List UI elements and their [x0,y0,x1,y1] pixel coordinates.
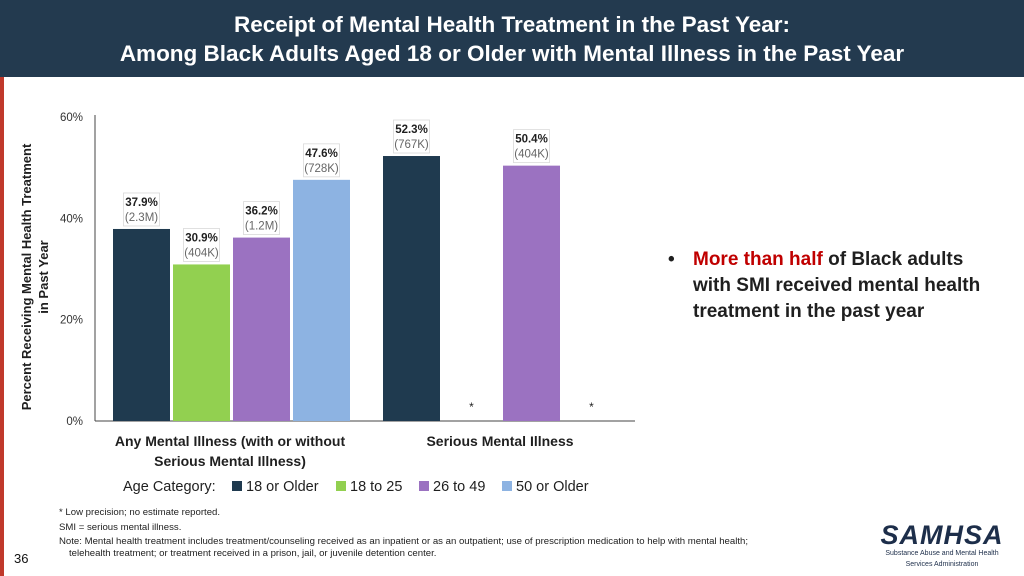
slide-header: Receipt of Mental Health Treatment in th… [0,0,1024,77]
data-label-count: (1.2M) [245,221,278,233]
data-label-value: 37.9% [125,197,158,209]
bar-2-1 [503,165,560,421]
data-label-value: 47.6% [305,148,338,160]
legend-swatch-3 [502,481,512,491]
x-category-label: Serious Mental Illness [426,433,573,449]
logo-wordmark: SAMHSA [880,520,1004,550]
data-label-count: (404K) [514,149,549,161]
legend-label-2: 26 to 49 [433,479,485,495]
suppressed-marker: * [589,400,594,414]
slide-title-line2: Among Black Adults Aged 18 or Older with… [119,40,905,66]
suppressed-marker: * [469,400,474,414]
x-category-label-line2: Serious Mental Illness) [154,453,306,469]
footnote-note: Note: Mental health treatment includes t… [59,536,749,547]
data-label-value: 36.2% [245,206,278,218]
key-finding-text: More than half of Black adults with SMI … [693,247,1003,325]
data-label-box [123,192,160,227]
legend-swatch-2 [419,481,429,491]
footnotes: * Low precision; no estimate reported. S… [59,506,859,561]
bar-0-0 [113,228,170,421]
bar-3-0 [293,179,350,421]
data-label-value: 30.9% [185,232,218,244]
footnote-smi: SMI = serious mental illness. [59,521,182,533]
logo-subtitle-2: Services Administration [905,560,979,568]
data-label-box [183,228,220,262]
bar-2-0 [233,237,290,421]
data-label-count: (767K) [394,139,429,151]
footnote-note-cont: telehealth treatment; or treatment recei… [69,547,437,559]
y-tick-label: 20% [60,315,83,327]
left-accent-bar [0,77,4,576]
data-label-box [243,201,280,235]
page-number: 36 [14,551,29,566]
data-label-box [513,129,550,164]
legend-label-0: 18 or Older [246,479,319,495]
data-label-count: (2.3M) [125,212,158,224]
legend-label-3: 50 or Older [516,479,589,495]
y-tick-label: 40% [60,213,83,225]
legend-swatch-0 [232,481,242,491]
data-label-value: 52.3% [395,124,428,136]
y-axis-label-line2: in Past Year [36,240,51,313]
bar-1-0 [173,264,230,421]
x-category-label: Any Mental Illness (with or without [115,433,346,449]
bar-0-1 [383,156,440,421]
key-finding-bullet: • More than half of Black adults with SM… [668,247,1003,325]
y-tick-label: 0% [66,416,83,428]
legend-swatch-1 [336,481,346,491]
y-axis-label-line1: Percent Receiving Mental Health Treatmen… [19,143,34,410]
data-label-count: (404K) [184,247,219,259]
data-label-box [393,119,430,154]
legend-label-1: 18 to 25 [350,479,402,495]
footnote-precision: * Low precision; no estimate reported. [59,507,221,518]
samhsa-logo: SAMHSA Substance Abuse and Mental Health… [880,522,1004,569]
key-finding-rest: of Black adults with SMI received mental… [693,249,981,322]
key-finding-highlight: More than half [693,249,823,270]
data-label-box [303,143,340,178]
data-label-count: (728K) [304,163,339,175]
data-label-value: 50.4% [515,134,548,146]
slide-title-line1: Receipt of Mental Health Treatment in th… [234,11,790,37]
bullet-dot-icon: • [668,249,675,270]
bar-chart: 0% 20% 40% 60% Percent Receiving Mental Heal… [19,112,635,495]
logo-subtitle-1: Substance Abuse and Mental Health [885,550,999,557]
y-tick-label: 60% [60,112,83,124]
legend-title: Age Category: [123,479,216,495]
